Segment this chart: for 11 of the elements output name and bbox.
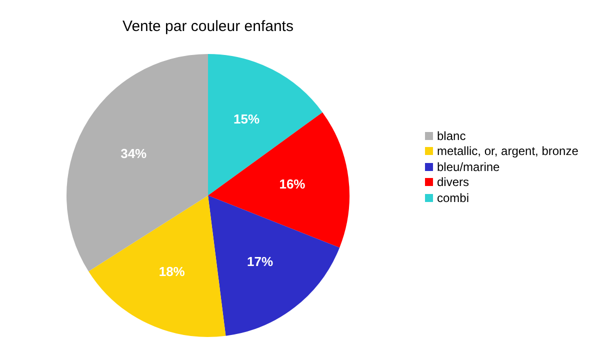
legend-label: blanc	[437, 128, 466, 143]
legend-label: combi	[437, 190, 470, 205]
legend-label: bleu/marine	[437, 160, 500, 174]
data-label: 34%	[120, 146, 148, 162]
data-label: 16%	[279, 176, 306, 192]
data-label: 17%	[247, 254, 274, 270]
legend-label: metallic, or, argent, bronze	[437, 144, 578, 158]
data-label: 15%	[234, 111, 260, 126]
legend-label: divers	[437, 175, 470, 190]
chart-title: Vente par couleur enfants	[122, 18, 294, 36]
data-label: 18%	[158, 264, 186, 279]
